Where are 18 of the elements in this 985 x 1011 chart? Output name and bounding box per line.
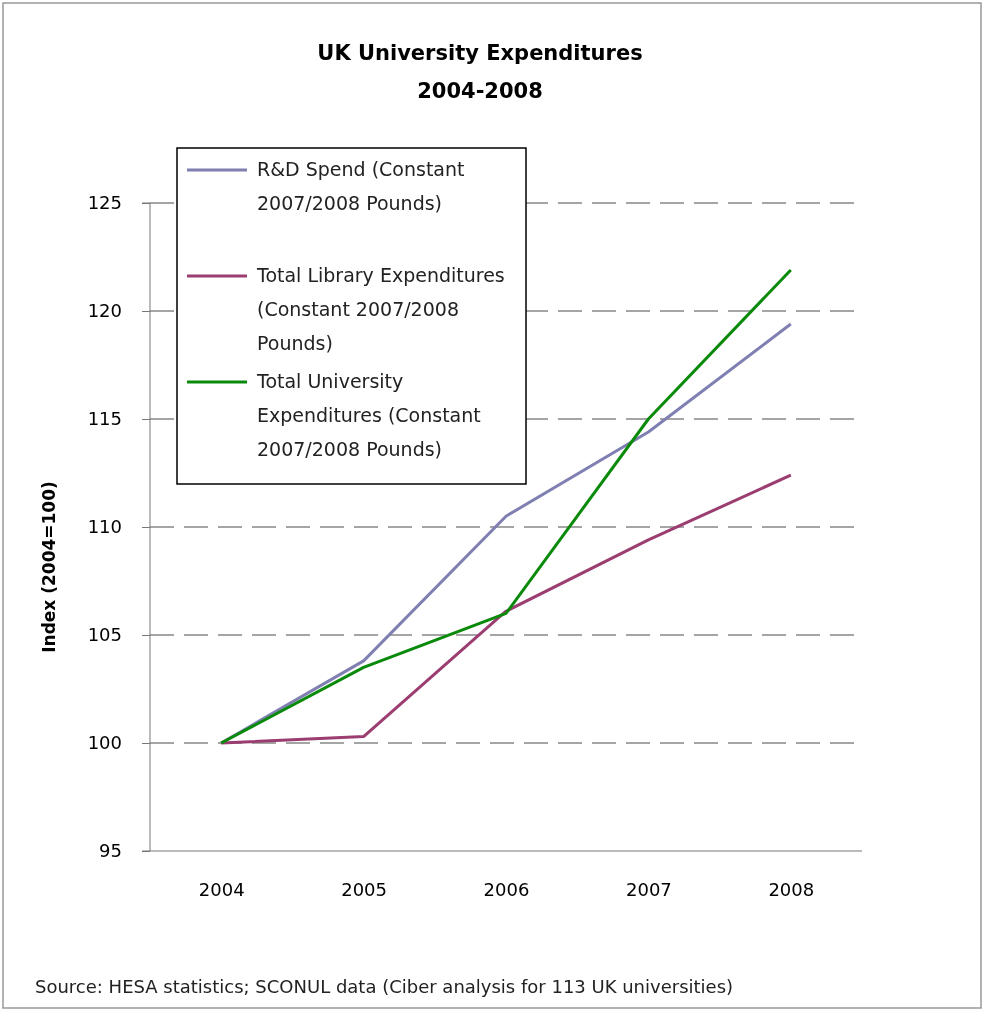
y-tick-label: 95: [99, 840, 122, 862]
x-tick-label: 2006: [483, 878, 530, 900]
legend-label: Total University Expenditures (Constant 2007/2008 Pounds): [256, 370, 481, 460]
x-tick-label: 2005: [341, 878, 388, 900]
y-axis-title: Index (2004=100): [39, 481, 59, 653]
y-tick-label: 110: [87, 516, 122, 538]
y-tick-label: 105: [87, 624, 122, 646]
y-tick-label: 100: [87, 732, 122, 754]
x-tick-label: 2007: [625, 878, 672, 900]
legend-label: R&D Spend (Constant 2007/2008 Pounds): [257, 158, 465, 214]
x-tick-label: 2008: [768, 878, 815, 900]
y-tick-label: 120: [87, 300, 122, 322]
legend-label: Total Library Expenditures (Constant 2007/2008 Pounds): [256, 264, 505, 354]
y-tick-label: 115: [87, 408, 122, 430]
source-note: Source: HESA statistics; SCONUL data (Ciber analysis for 113 UK universities): [35, 976, 734, 997]
chart-title: UK University Expenditures 2004-2008: [317, 41, 643, 103]
x-tick-label: 2004: [198, 878, 245, 900]
y-tick-label: 125: [87, 192, 122, 214]
